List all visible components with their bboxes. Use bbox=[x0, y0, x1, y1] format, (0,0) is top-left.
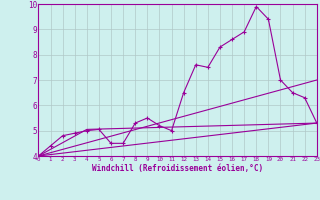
X-axis label: Windchill (Refroidissement éolien,°C): Windchill (Refroidissement éolien,°C) bbox=[92, 164, 263, 173]
